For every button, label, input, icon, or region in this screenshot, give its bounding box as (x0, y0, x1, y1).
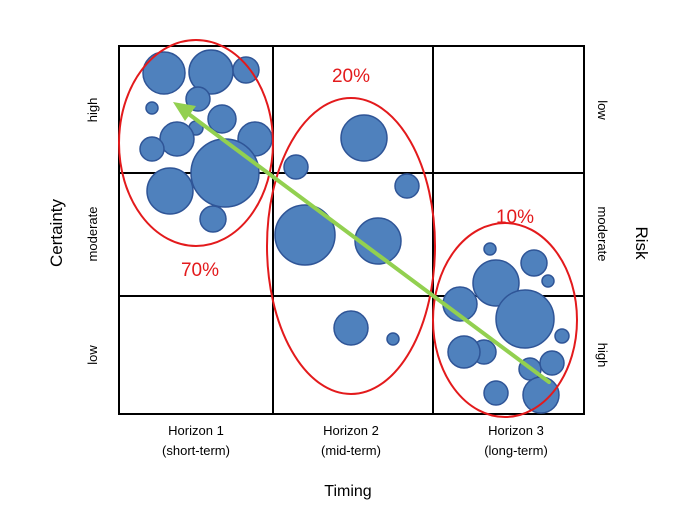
bubble (447, 335, 481, 369)
row-label-right-moderate: moderate (595, 207, 610, 262)
group-percent-horizon-1: 70% (181, 260, 219, 281)
y-axis-title-risk: Risk (632, 226, 651, 260)
bubble (354, 217, 402, 265)
column-label-horizon-1: Horizon 1 (168, 423, 224, 438)
trend-arrow (173, 102, 551, 384)
row-label-left-moderate: moderate (85, 207, 100, 262)
column-sublabel-horizon-1: (short-term) (162, 443, 230, 458)
column-sublabel-horizon-2: (mid-term) (321, 443, 381, 458)
trend-arrow-shaft (188, 113, 551, 384)
bubble (554, 328, 570, 344)
bubble (159, 121, 195, 157)
bubble (333, 310, 369, 346)
bubble (522, 376, 560, 414)
column-sublabel-horizon-3: (long-term) (484, 443, 548, 458)
row-label-right-high: high (595, 343, 610, 368)
bubble (495, 289, 555, 349)
bubble (539, 350, 565, 376)
bubble (340, 114, 388, 162)
x-axis-title-timing: Timing (324, 483, 371, 500)
bubbles (139, 49, 570, 414)
bubble (394, 173, 420, 199)
bubble (232, 56, 260, 84)
bubble (483, 242, 497, 256)
bubble (207, 104, 237, 134)
bubble (145, 101, 159, 115)
group-ellipse-horizon-3 (432, 222, 578, 418)
group-ellipses (118, 39, 578, 418)
bubble (483, 380, 509, 406)
bubble (146, 167, 194, 215)
group-percent-horizon-3: 10% (496, 207, 534, 228)
row-label-left-low: low (85, 345, 100, 365)
grid-frame (118, 45, 585, 415)
group-percent-horizon-2: 20% (332, 66, 370, 87)
group-ellipse-horizon-1 (118, 39, 274, 247)
group-ellipse-horizon-2 (266, 97, 436, 395)
bubble (139, 136, 165, 162)
column-label-horizon-2: Horizon 2 (323, 423, 379, 438)
row-label-left-high: high (85, 98, 100, 123)
row-label-right-low: low (595, 100, 610, 120)
trend-arrow-head (173, 102, 196, 121)
column-label-horizon-3: Horizon 3 (488, 423, 544, 438)
bubble (520, 249, 548, 277)
bubble (199, 205, 227, 233)
bubble (472, 259, 520, 307)
bubble (386, 332, 400, 346)
y-axis-title-certainty: Certainty (47, 198, 66, 267)
bubble (283, 154, 309, 180)
bubble (541, 274, 555, 288)
bubble (190, 138, 260, 208)
bubble (142, 51, 186, 95)
bubble (274, 204, 336, 266)
bubble (185, 86, 211, 112)
